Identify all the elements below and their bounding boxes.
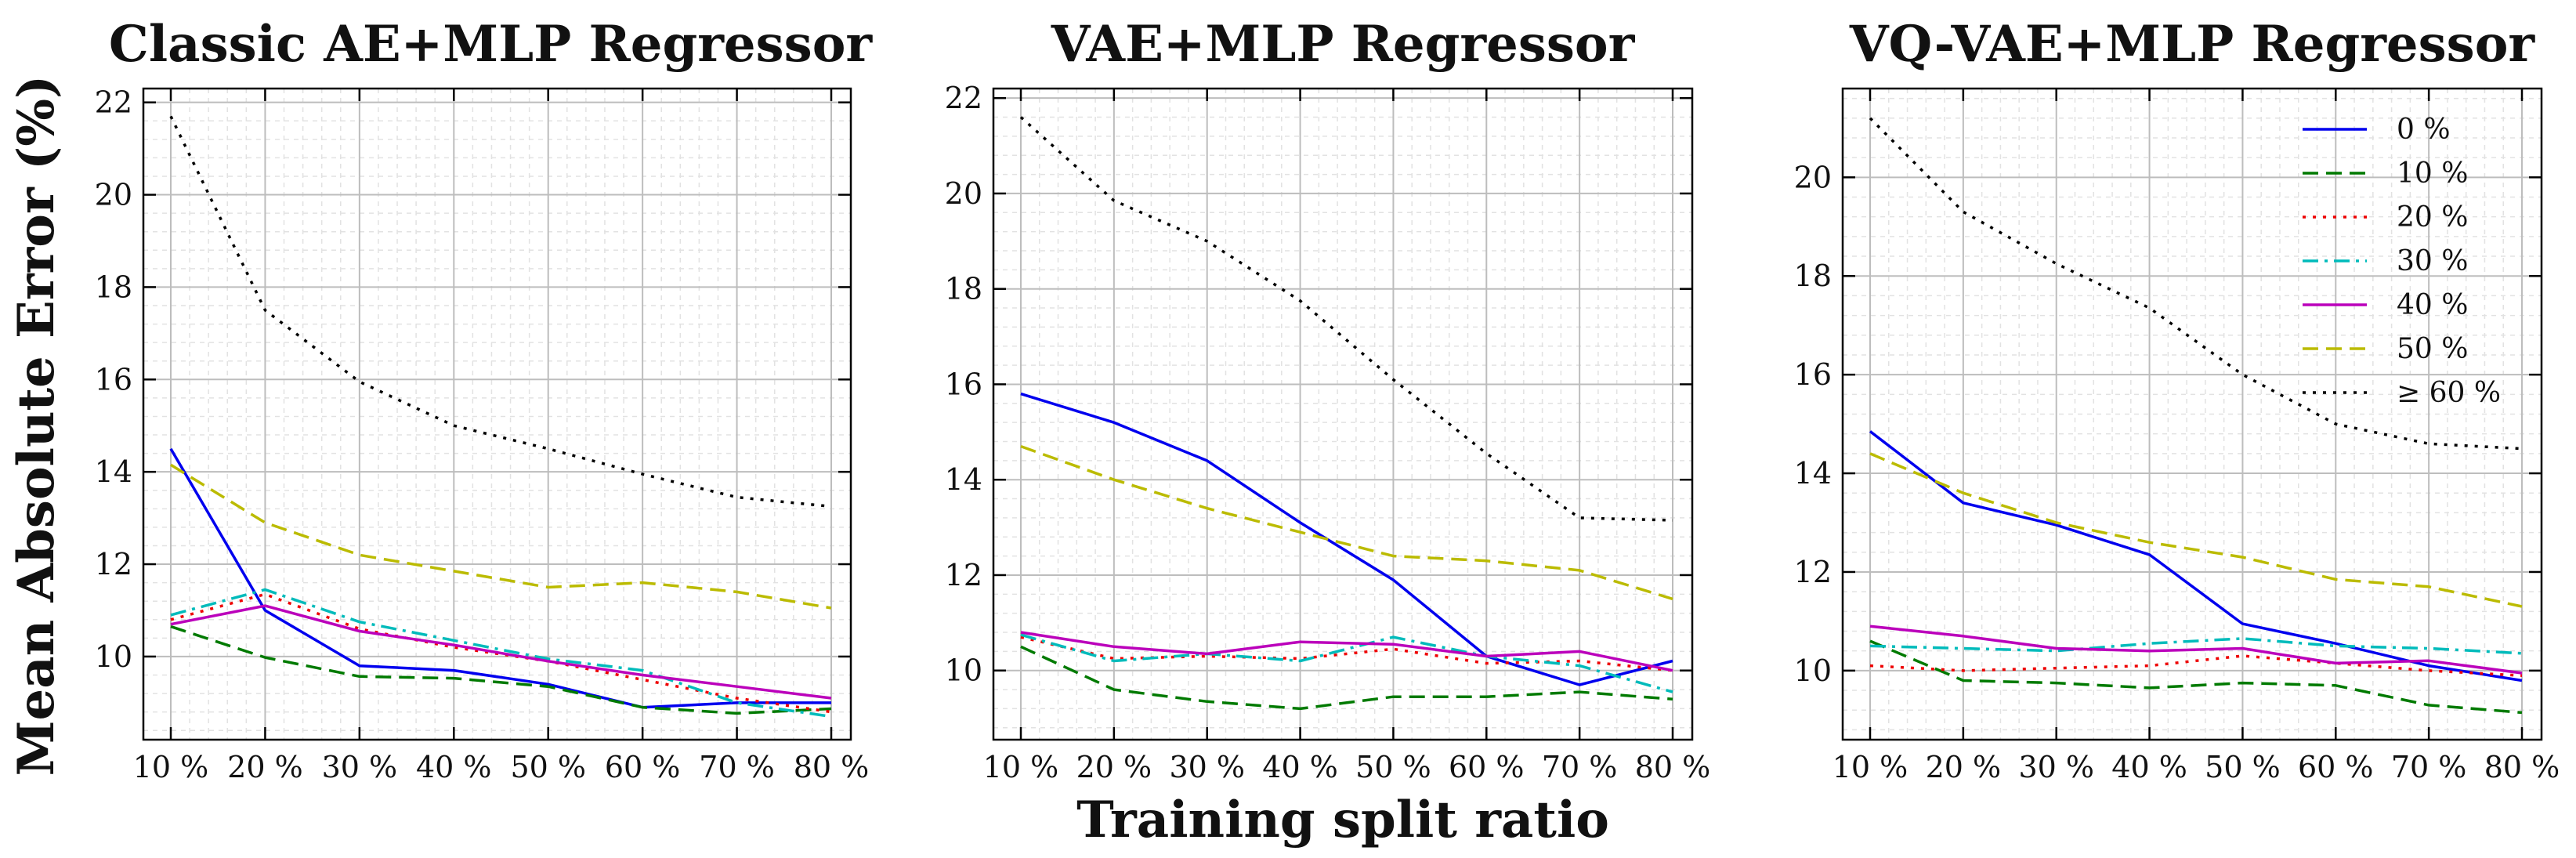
series-line-2: [1020, 635, 1673, 672]
x-tick-label: 50 %: [1355, 750, 1431, 784]
x-tick-label: 40 %: [1262, 750, 1338, 784]
y-tick-label: 20: [1794, 160, 1832, 194]
y-tick-label: 10: [1794, 653, 1832, 688]
panel-title: VQ-VAE+MLP Regressor: [1849, 15, 2536, 74]
series-line-1: [1869, 639, 2523, 715]
y-tick-label: 22: [945, 81, 982, 115]
plot-frame: [142, 87, 852, 741]
y-tick-label: 14: [1794, 456, 1832, 491]
panel-vae: VAE+MLP Regressor 10 % 20 % 30 % 40 % 50 % 60…: [945, 15, 1711, 784]
series-line-3: [170, 588, 832, 719]
series-line-5: [1020, 444, 1673, 601]
plot-frame: [1841, 87, 2543, 741]
y-tick-label: 20: [95, 178, 132, 212]
x-tick-label: 20 %: [1926, 750, 2002, 784]
series-line-1: [1020, 645, 1673, 711]
plot-frame: [992, 87, 1694, 741]
y-tick-label: 20: [945, 176, 982, 211]
x-tick-label: 80 %: [794, 750, 870, 784]
y-tick-label: 18: [1794, 259, 1832, 293]
y-tick-label: 18: [95, 270, 132, 304]
x-tick-label: 80 %: [1635, 750, 1711, 784]
series-line-0: [169, 447, 831, 709]
y-tick-label: 10: [945, 653, 982, 688]
x-tick-label: 10 %: [1833, 750, 1908, 784]
panel-classic-ae: Classic AE+MLP Regressor 10 % 20 % 30 % 40 …: [95, 15, 874, 784]
x-tick-label: 30 %: [1169, 750, 1245, 784]
y-tick-label: 14: [95, 454, 132, 489]
legend-label: 30 %: [2397, 245, 2468, 277]
series-line-4: [170, 604, 832, 700]
y-tick-label: 12: [1794, 555, 1832, 589]
x-tick-label: 50 %: [510, 750, 586, 784]
x-tick-label: 40 %: [416, 750, 492, 784]
x-tick-label: 80 %: [2484, 750, 2560, 784]
x-tick-label: 40 %: [2111, 750, 2187, 784]
y-tick-label: 16: [1794, 357, 1832, 392]
y-tick-label: 14: [945, 462, 982, 497]
legend-label: 10 %: [2397, 157, 2468, 190]
series-line-2: [1869, 654, 2523, 677]
legend-label: ≥ 60 %: [2397, 377, 2501, 409]
series-line-2: [170, 592, 832, 714]
legend-label: 50 %: [2397, 333, 2468, 365]
y-tick-label: 12: [945, 558, 982, 592]
panel-title: Classic AE+MLP Regressor: [109, 15, 874, 74]
series-line-0: [1020, 392, 1673, 686]
y-tick-label: 10: [95, 639, 132, 674]
series-line-0: [1869, 430, 2523, 682]
x-tick-label: 60 %: [2298, 750, 2374, 784]
x-tick-label: 10 %: [133, 750, 209, 784]
legend-label: 40 %: [2397, 289, 2468, 321]
panel-title: VAE+MLP Regressor: [1051, 15, 1636, 74]
x-tick-label: 60 %: [1449, 750, 1525, 784]
x-tick-label: 50 %: [2205, 750, 2281, 784]
x-tick-label: 70 %: [2391, 750, 2467, 784]
x-axis-label: Training split ratio: [1076, 791, 1609, 849]
x-tick-label: 30 %: [2018, 750, 2094, 784]
x-tick-label: 10 %: [983, 750, 1059, 784]
legend-label: 20 %: [2397, 201, 2468, 234]
x-tick-label: 30 %: [322, 750, 398, 784]
series-line-5: [170, 463, 832, 610]
y-tick-label: 16: [945, 367, 982, 401]
y-axis-label: Mean Absolute Error (%): [7, 75, 66, 777]
series-line-6: [169, 115, 832, 509]
series-line-6: [1019, 116, 1673, 522]
y-tick-label: 16: [95, 362, 132, 396]
series-line-5: [1869, 452, 2523, 608]
y-tick-label: 12: [95, 547, 132, 581]
x-tick-label: 20 %: [1076, 750, 1152, 784]
x-tick-label: 20 %: [227, 750, 303, 784]
legend-label: 0 %: [2397, 114, 2451, 146]
x-tick-label: 70 %: [699, 750, 775, 784]
series-line-4: [1869, 624, 2523, 675]
y-tick-label: 18: [945, 272, 982, 306]
x-tick-label: 70 %: [1542, 750, 1618, 784]
series-line-4: [1020, 631, 1673, 672]
series-line-3: [1869, 637, 2523, 655]
series-line-6: [1869, 117, 2523, 451]
x-tick-label: 60 %: [605, 750, 681, 784]
series-line-1: [170, 624, 832, 715]
panel-vq-vae: VQ-VAE+MLP Regressor 10 % 20 % 30 % 40 % 50 …: [1794, 15, 2560, 784]
y-tick-label: 22: [95, 85, 132, 120]
